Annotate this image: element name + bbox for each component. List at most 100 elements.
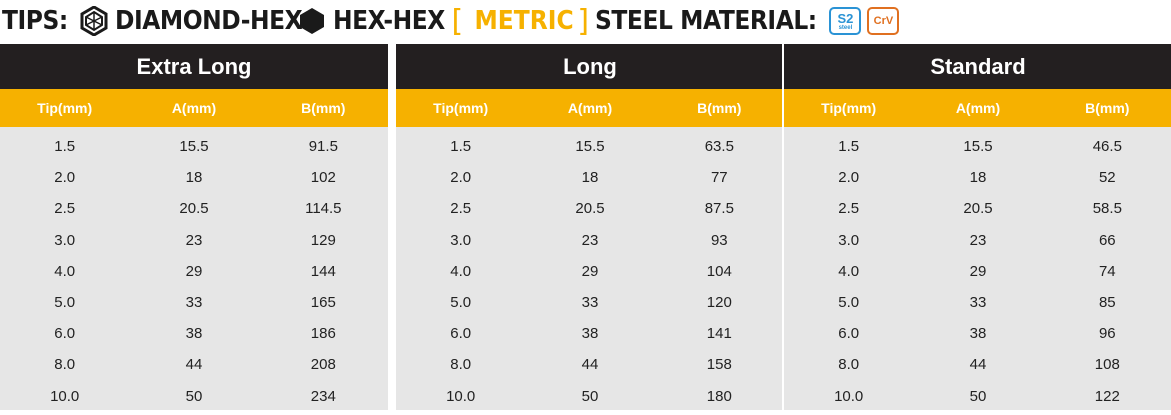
table-row: 1.5 15.5 46.5 [784, 131, 1171, 162]
s2-badge-subtext: steel [838, 24, 853, 31]
column-header-a: A(mm) [171, 100, 217, 116]
b-cell: 208 [310, 356, 336, 374]
column-header-a: A(mm) [955, 100, 1001, 116]
a-cell: 18 [581, 169, 599, 187]
group-standard: Standard Tip(mm) A(mm) B(mm) 1.5 15.5 46.5… [784, 44, 1171, 410]
tip-cell: 4.0 [54, 262, 76, 280]
title-bar: TIPS: DIAMOND-HEX HEX-HEX [ METRIC ] STE… [0, 0, 1171, 42]
a-cell: 15.5 [575, 138, 605, 156]
tip-cell: 6.0 [450, 325, 472, 343]
tip-cell: 3.0 [838, 231, 860, 249]
table-row: 5.0 33 120 [396, 287, 784, 318]
a-cell: 33 [185, 294, 203, 312]
s2-badge-text: S2 [837, 10, 854, 26]
b-cell: 120 [706, 294, 732, 312]
tip-cell: 8.0 [838, 356, 860, 374]
a-cell: 20.5 [575, 200, 605, 218]
a-cell: 38 [185, 325, 203, 343]
steel-material-label: STEEL MATERIAL: [595, 6, 817, 36]
table-row: 2.0 18 52 [784, 162, 1171, 193]
table-row: 3.0 23 93 [396, 225, 784, 256]
a-cell: 33 [969, 294, 987, 312]
table-row: 8.0 44 208 [0, 349, 388, 380]
hex-hex-label: HEX-HEX [333, 6, 446, 36]
tips-label: TIPS: [2, 6, 68, 36]
b-cell: 46.5 [1092, 138, 1122, 156]
column-header-b: B(mm) [697, 100, 742, 116]
group-divider [394, 44, 396, 410]
b-cell: 104 [706, 262, 732, 280]
b-cell: 74 [1098, 262, 1116, 280]
bracket-open: [ [451, 3, 464, 39]
a-cell: 44 [185, 356, 203, 374]
tip-cell: 2.5 [450, 200, 472, 218]
table-row: 2.0 18 77 [396, 162, 784, 193]
b-cell: 58.5 [1092, 200, 1122, 218]
table-row: 1.5 15.5 63.5 [396, 131, 784, 162]
a-cell: 18 [969, 169, 987, 187]
a-cell: 23 [581, 231, 599, 249]
b-cell: 52 [1098, 169, 1116, 187]
diamond-hex-icon [80, 6, 108, 36]
b-cell: 114.5 [305, 200, 342, 218]
a-cell: 15.5 [179, 138, 209, 156]
group-divider [782, 44, 784, 410]
table-body: 1.5 15.5 63.5 2.0 18 77 2.5 20.5 87.5 3.0 23 93 4.0 2… [396, 127, 784, 410]
a-cell: 44 [581, 356, 599, 374]
table-row: 2.5 20.5 114.5 [0, 193, 388, 224]
table-row: 1.5 15.5 91.5 [0, 131, 388, 162]
tip-cell: 8.0 [450, 356, 472, 374]
table-row: 3.0 23 129 [0, 225, 388, 256]
a-cell: 23 [185, 231, 203, 249]
tip-cell: 5.0 [54, 294, 76, 312]
column-header-b: B(mm) [301, 100, 346, 116]
tip-cell: 3.0 [54, 231, 76, 249]
table-body: 1.5 15.5 46.5 2.0 18 52 2.5 20.5 58.5 3.0 23 66 4.0 2… [784, 127, 1171, 410]
b-cell: 165 [310, 294, 336, 312]
a-cell: 29 [185, 262, 203, 280]
b-cell: 102 [310, 169, 336, 187]
b-cell: 122 [1094, 387, 1120, 405]
b-cell: 144 [310, 262, 336, 280]
tip-cell: 2.5 [54, 200, 76, 218]
b-cell: 186 [310, 325, 336, 343]
table-row: 10.0 50 180 [396, 381, 784, 412]
group-long: Long Tip(mm) A(mm) B(mm) 1.5 15.5 63.5 2.0 1… [396, 44, 784, 410]
bracket-close: ] [577, 3, 590, 39]
column-header-tip: Tip(mm) [433, 100, 489, 116]
b-cell: 93 [710, 231, 728, 249]
table-row: 6.0 38 141 [396, 318, 784, 349]
tip-cell: 8.0 [54, 356, 76, 374]
table-row: 2.0 18 102 [0, 162, 388, 193]
tip-cell: 2.5 [838, 200, 860, 218]
tip-cell: 10.0 [834, 387, 864, 405]
a-cell: 38 [581, 325, 599, 343]
a-cell: 50 [185, 387, 203, 405]
tip-cell: 2.0 [838, 169, 860, 187]
tip-cell: 1.5 [838, 138, 860, 156]
column-header-tip: Tip(mm) [37, 100, 93, 116]
tip-cell: 5.0 [838, 294, 860, 312]
column-header-row: Tip(mm) A(mm) B(mm) [396, 89, 784, 127]
b-cell: 141 [706, 325, 732, 343]
group-header: Extra Long [0, 44, 388, 89]
a-cell: 20.5 [963, 200, 993, 218]
b-cell: 108 [1094, 356, 1120, 374]
a-cell: 50 [581, 387, 599, 405]
tip-cell: 3.0 [450, 231, 472, 249]
a-cell: 29 [581, 262, 599, 280]
tip-cell: 6.0 [54, 325, 76, 343]
a-cell: 15.5 [963, 138, 993, 156]
tip-cell: 2.0 [54, 169, 76, 187]
b-cell: 158 [706, 356, 732, 374]
hex-hex-icon [300, 8, 325, 34]
b-cell: 87.5 [704, 200, 734, 218]
table-row: 5.0 33 165 [0, 287, 388, 318]
spec-table: Extra Long Tip(mm) A(mm) B(mm) 1.5 15.5 91… [0, 44, 1171, 410]
table-row: 10.0 50 122 [784, 381, 1171, 412]
a-cell: 38 [969, 325, 987, 343]
b-cell: 85 [1098, 294, 1116, 312]
tip-cell: 1.5 [54, 138, 76, 156]
column-header-row: Tip(mm) A(mm) B(mm) [784, 89, 1171, 127]
table-row: 10.0 50 234 [0, 381, 388, 412]
